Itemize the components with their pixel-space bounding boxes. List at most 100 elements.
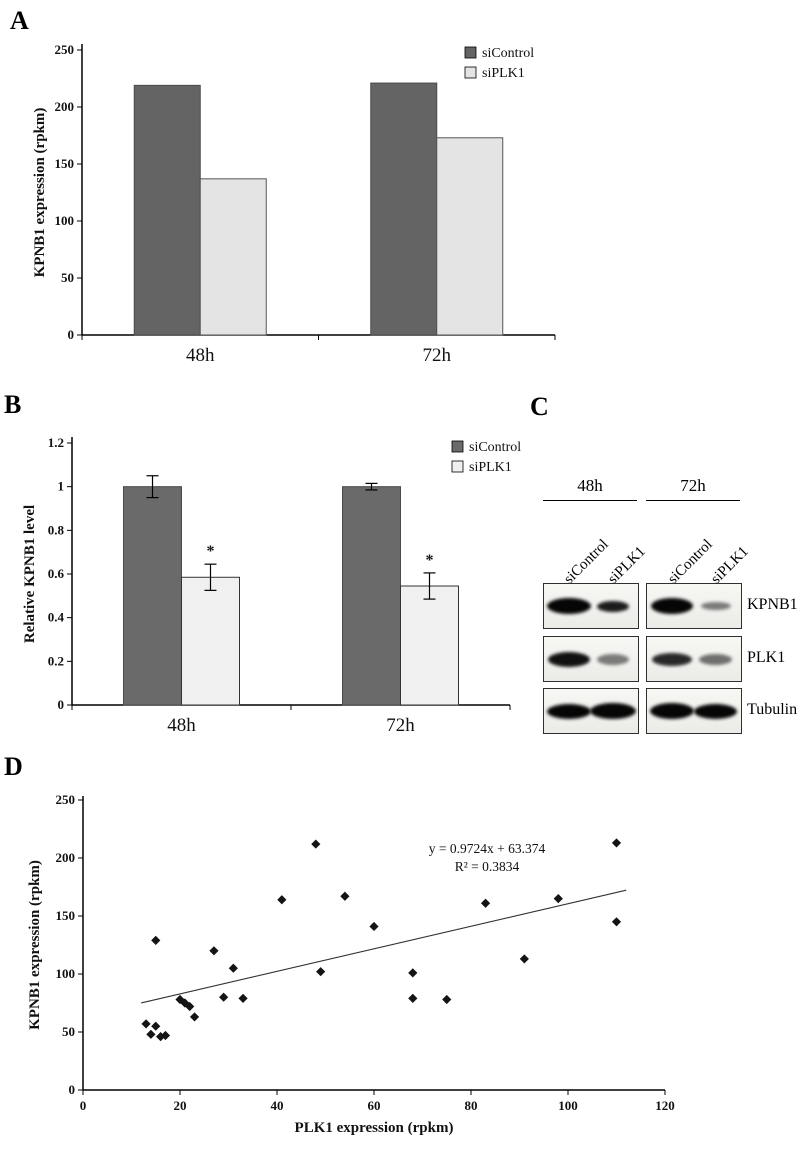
significance-asterisk: *: [207, 543, 215, 560]
y-tick-label: 0.2: [48, 653, 64, 668]
significance-asterisk: *: [426, 552, 434, 569]
y-tick-label: 0.4: [48, 610, 65, 625]
bar-siPLK1-48h: [181, 576, 240, 706]
blot-band: [699, 653, 733, 665]
y-tick-label: 200: [55, 99, 75, 114]
blot-band: [548, 651, 591, 667]
x-tick-label: 80: [465, 1098, 478, 1113]
bar-siControl-72h: [370, 82, 438, 336]
legend-label: siPLK1: [469, 460, 512, 475]
legend-swatch-siControl: [464, 46, 477, 59]
blot-box-KPNB1-48h: [543, 583, 639, 629]
blot-box-KPNB1-72h: [646, 583, 742, 629]
scatter-point: [316, 967, 326, 977]
y-tick-label: 1: [58, 479, 65, 494]
y-tick-label: 150: [56, 908, 76, 923]
scatter-point: [480, 898, 491, 908]
scatter-point: [340, 891, 350, 901]
y-tick-label: 0: [58, 697, 65, 712]
scatter-point: [519, 954, 529, 964]
scatter-point: [219, 992, 229, 1002]
x-tick-label: 20: [174, 1098, 187, 1113]
scatter-point: [311, 839, 321, 849]
blot-band: [651, 598, 694, 614]
blot-box-PLK1-72h: [646, 636, 742, 682]
bar-siControl-72h: [342, 486, 401, 706]
x-tick-label: 0: [80, 1098, 87, 1113]
bar-siControl-48h: [133, 84, 201, 336]
scatter-point: [277, 895, 287, 905]
panel-b-label: B: [4, 390, 22, 419]
y-tick-label: 150: [55, 156, 75, 171]
category-label: 72h: [386, 715, 415, 736]
blot-box-PLK1-48h: [543, 636, 639, 682]
scatter-point: [238, 993, 248, 1003]
legend-swatch-siPLK1: [464, 66, 477, 79]
blot-protein-label: PLK1: [747, 649, 786, 666]
scatter-point: [141, 1019, 151, 1029]
x-tick-label: 40: [271, 1098, 284, 1113]
scatter-point: [611, 917, 622, 927]
blot-time-header: 72h: [680, 476, 706, 495]
y-axis-title: Relative KPNB1 level: [22, 505, 38, 643]
trendline-equation: y = 0.9724x + 63.374: [429, 841, 546, 856]
blot-lane-label: siControl: [665, 536, 716, 588]
y-tick-label: 50: [62, 1024, 75, 1039]
y-tick-label: 200: [56, 850, 76, 865]
y-tick-label: 0.6: [48, 566, 65, 581]
y-tick-label: 100: [55, 213, 75, 228]
x-axis-title: PLK1 expression (rpkm): [295, 1120, 454, 1136]
blot-box-Tubulin-72h: [646, 688, 742, 734]
scatter-point: [151, 935, 161, 945]
panel-c-western-blot: 48h 72h siControl siPLK1 siControl siPLK1 KPNB…: [535, 468, 797, 758]
blot-band: [694, 703, 738, 719]
scatter-point: [553, 894, 563, 904]
y-tick-label: 250: [55, 42, 75, 57]
legend-swatch-siPLK1: [451, 460, 464, 473]
y-tick-label: 50: [61, 270, 74, 285]
scatter-point: [408, 968, 418, 978]
y-tick-label: 1.2: [48, 435, 64, 450]
y-tick-label: 0: [69, 1082, 76, 1097]
panel-d-scatter-chart: 0 50 100 150 200 250 0 20 40 60 80 100 120 KPNB1 expr…: [27, 792, 675, 1136]
blot-box-Tubulin-48h: [543, 688, 639, 734]
panel-b-bar-chart: 0 0.2 0.4 0.6 0.8 1 1.2 48h * 72h * Relative KPNB1 …: [22, 435, 521, 736]
category-label: 48h: [167, 715, 196, 736]
scatter-point: [228, 963, 238, 973]
bar-siControl-48h: [123, 486, 182, 706]
scatter-point: [408, 993, 418, 1003]
x-tick-label: 100: [558, 1098, 578, 1113]
blot-time-header: 48h: [577, 476, 603, 495]
panel-a-bar-chart: 0 50 100 150 200 250 48h 72h KPNB1 expression (r…: [32, 42, 556, 366]
blot-band: [700, 602, 731, 610]
y-tick-label: 250: [56, 792, 76, 807]
scatter-point: [611, 838, 622, 848]
panel-d-label: D: [4, 752, 23, 781]
blot-protein-label: Tubulin: [747, 701, 797, 718]
legend-label: siPLK1: [482, 66, 525, 81]
blot-band: [589, 703, 636, 719]
y-tick-label: 0: [68, 327, 75, 342]
blot-band: [596, 653, 629, 665]
scatter-point: [146, 1029, 156, 1039]
blot-lane-label: siPLK1: [605, 543, 649, 588]
bar-siPLK1-48h: [199, 178, 267, 336]
blot-band: [650, 703, 695, 719]
category-label: 72h: [423, 345, 452, 366]
x-tick-label: 120: [655, 1098, 675, 1113]
y-tick-label: 0.8: [48, 522, 65, 537]
y-tick-label: 100: [56, 966, 76, 981]
scatter-point: [151, 1021, 161, 1031]
y-axis-title: KPNB1 expression (rpkm): [32, 108, 48, 278]
legend-swatch-siControl: [451, 440, 464, 453]
scatter-point: [189, 1012, 200, 1022]
blot-lane-label: siControl: [561, 536, 612, 588]
panel-c-label: C: [530, 392, 549, 421]
blot-header-underline: [543, 500, 637, 501]
blot-band: [547, 598, 592, 614]
blot-band: [547, 703, 592, 719]
category-label: 48h: [186, 345, 215, 366]
y-axis-title: KPNB1 expression (rpkm): [27, 860, 43, 1030]
blot-band: [596, 600, 629, 612]
